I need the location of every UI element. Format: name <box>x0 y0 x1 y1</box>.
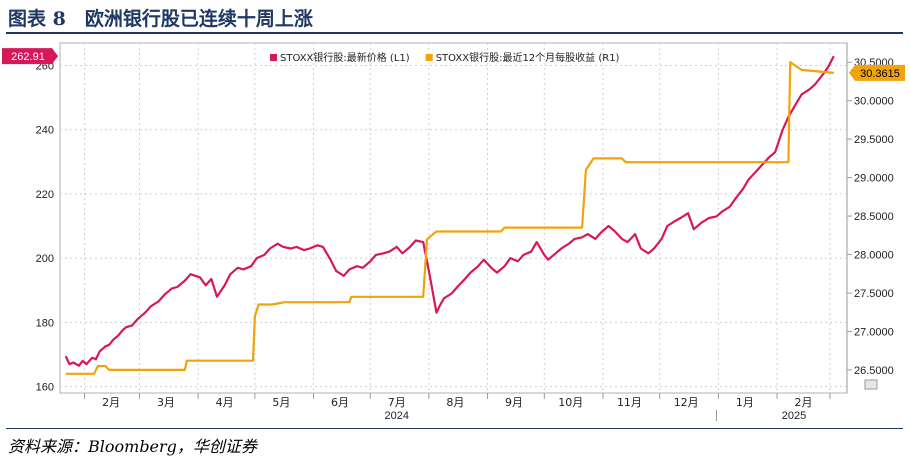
right-tick-label: 27.0000 <box>854 326 894 338</box>
right-tick-label: 29.0000 <box>854 173 894 185</box>
legend-swatch-1 <box>270 54 277 61</box>
month-label: 5月 <box>272 396 290 409</box>
month-label: 2月 <box>102 396 120 409</box>
month-label: 9月 <box>505 396 523 409</box>
right-tick-label: 30.0000 <box>854 96 894 108</box>
month-label: 4月 <box>216 396 234 409</box>
title-rule <box>6 32 903 34</box>
right-tick-label: 26.5000 <box>854 365 894 377</box>
source-note: 资料来源：Bloomberg，华创证券 <box>8 437 257 456</box>
month-label: 3月 <box>157 396 175 409</box>
month-label: 1月 <box>736 396 754 409</box>
year-label: 2025 <box>782 410 806 422</box>
month-label: 12月 <box>674 396 699 409</box>
left-last-value-label: 262.91 <box>11 51 45 63</box>
year-label: 2024 <box>385 410 409 422</box>
month-label: 6月 <box>331 396 349 409</box>
legend-entry-2: STOXX银行股:最近12个月每股收益 (R1) <box>436 51 620 64</box>
month-label: 11月 <box>617 396 642 409</box>
month-label: 2月 <box>794 396 812 409</box>
right-tick-label: 29.5000 <box>854 134 894 146</box>
right-last-value-label: 30.3615 <box>860 68 900 80</box>
series-line-2 <box>65 61 834 375</box>
right-tick-label: 27.5000 <box>854 288 894 300</box>
bottom-rule <box>6 428 903 429</box>
figure-title: 图表 8 欧洲银行股已连续十周上涨 <box>8 8 313 30</box>
left-last-value-badge <box>2 48 58 65</box>
left-tick-label: 240 <box>36 125 54 137</box>
left-tick-label: 220 <box>36 189 54 201</box>
month-label: 8月 <box>446 396 464 409</box>
right-last-value-badge <box>849 64 905 81</box>
series-line-1 <box>64 55 835 367</box>
right-tick-label: 28.0000 <box>854 250 894 262</box>
left-tick-label: 200 <box>36 253 54 265</box>
legend-entry-1: STOXX银行股:最新价格 (L1) <box>280 51 410 64</box>
plot-frame <box>59 42 848 394</box>
left-tick-label: 180 <box>36 317 54 329</box>
month-label: 10月 <box>558 396 583 409</box>
left-tick-label: 160 <box>36 382 54 394</box>
right-tick-label: 28.5000 <box>854 211 894 223</box>
legend-swatch-2 <box>425 54 433 61</box>
month-label: 7月 <box>388 396 406 409</box>
chart-menu-icon <box>864 379 878 390</box>
